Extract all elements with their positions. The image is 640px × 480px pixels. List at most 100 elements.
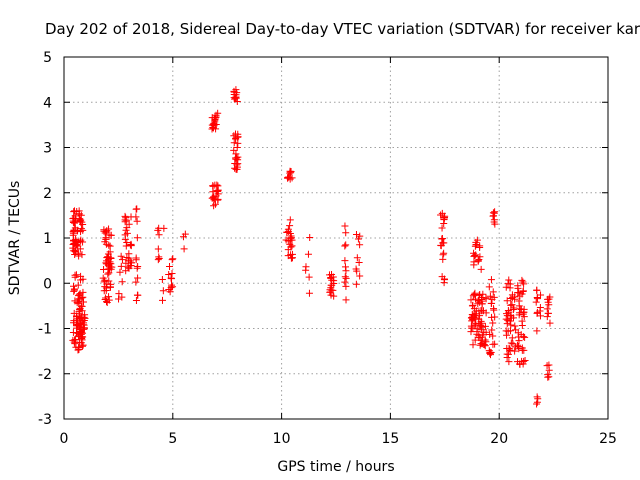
data-point bbox=[104, 270, 112, 278]
data-point bbox=[71, 212, 79, 220]
data-point bbox=[482, 338, 490, 346]
data-point bbox=[478, 322, 486, 330]
data-point bbox=[515, 345, 523, 353]
data-point bbox=[341, 257, 349, 265]
data-point bbox=[532, 298, 540, 306]
data-point bbox=[125, 264, 133, 272]
data-point bbox=[544, 373, 552, 381]
data-point bbox=[132, 205, 140, 213]
data-point bbox=[533, 327, 541, 335]
data-point bbox=[115, 290, 123, 298]
data-point bbox=[509, 340, 517, 348]
data-point bbox=[99, 274, 107, 282]
data-point bbox=[491, 208, 499, 216]
data-point bbox=[105, 231, 113, 239]
data-point bbox=[302, 263, 310, 271]
data-point bbox=[169, 283, 177, 291]
data-point bbox=[515, 311, 523, 319]
y-tick-label: -1 bbox=[38, 322, 52, 338]
data-point bbox=[511, 322, 519, 330]
data-point bbox=[154, 245, 162, 253]
data-point bbox=[517, 305, 525, 313]
y-axis-label: SDTVAR / TECUs bbox=[7, 181, 23, 296]
data-point bbox=[69, 336, 77, 344]
data-point bbox=[356, 272, 364, 280]
data-point bbox=[342, 229, 350, 237]
data-point bbox=[121, 212, 129, 220]
data-point bbox=[511, 347, 519, 355]
data-point bbox=[123, 229, 131, 237]
data-point bbox=[230, 132, 238, 140]
data-point bbox=[342, 282, 350, 290]
y-axis-ticks: -3 -2 -1 0 1 2 3 4 5 bbox=[38, 50, 608, 428]
data-point bbox=[486, 349, 494, 357]
data-point bbox=[79, 238, 87, 246]
data-point bbox=[126, 241, 134, 249]
data-point bbox=[107, 255, 115, 263]
data-point bbox=[472, 307, 480, 315]
data-point bbox=[510, 314, 518, 322]
data-point bbox=[117, 262, 125, 270]
data-point bbox=[133, 291, 141, 299]
data-point bbox=[158, 275, 166, 283]
data-point bbox=[79, 342, 87, 350]
data-point bbox=[354, 235, 362, 243]
data-point bbox=[70, 239, 78, 247]
data-point bbox=[472, 240, 480, 248]
data-point bbox=[521, 356, 529, 364]
data-point bbox=[474, 257, 482, 265]
data-point bbox=[504, 280, 512, 288]
data-point bbox=[284, 174, 292, 182]
data-point bbox=[471, 242, 479, 250]
data-point bbox=[485, 283, 493, 291]
data-point bbox=[482, 309, 490, 317]
data-point bbox=[502, 327, 510, 335]
data-point bbox=[475, 334, 483, 342]
data-point bbox=[476, 341, 484, 349]
data-point bbox=[181, 230, 189, 238]
data-point bbox=[477, 265, 485, 273]
data-point bbox=[209, 182, 217, 190]
data-point bbox=[118, 293, 126, 301]
data-point bbox=[468, 324, 476, 332]
data-point bbox=[486, 351, 494, 359]
data-point bbox=[72, 238, 80, 246]
data-point bbox=[520, 280, 528, 288]
data-point bbox=[230, 146, 238, 154]
data-point bbox=[520, 357, 528, 365]
data-point bbox=[341, 278, 349, 286]
data-point bbox=[214, 109, 222, 117]
data-point bbox=[507, 295, 515, 303]
data-point bbox=[482, 294, 490, 302]
data-point bbox=[506, 345, 514, 353]
data-point bbox=[536, 304, 544, 312]
data-point bbox=[123, 224, 131, 232]
y-tick-label: 4 bbox=[43, 95, 52, 111]
data-point bbox=[502, 310, 510, 318]
data-point bbox=[356, 232, 364, 240]
data-point bbox=[283, 228, 291, 236]
data-point bbox=[105, 296, 113, 304]
data-point bbox=[210, 119, 218, 127]
data-point bbox=[210, 202, 218, 210]
data-point bbox=[233, 163, 241, 171]
data-point bbox=[79, 333, 87, 341]
chart-title: Day 202 of 2018, Sidereal Day-to-day VTE… bbox=[45, 20, 640, 38]
data-point bbox=[440, 275, 448, 283]
data-point bbox=[543, 313, 551, 321]
data-point bbox=[488, 299, 496, 307]
data-point bbox=[505, 276, 513, 284]
data-point bbox=[518, 346, 526, 354]
data-point bbox=[166, 262, 174, 270]
data-point bbox=[515, 302, 523, 310]
data-point bbox=[471, 336, 479, 344]
data-point bbox=[107, 265, 115, 273]
data-point bbox=[490, 212, 498, 220]
data-point bbox=[352, 231, 360, 239]
data-point bbox=[341, 222, 349, 230]
data-point bbox=[480, 328, 488, 336]
data-point bbox=[481, 336, 489, 344]
data-point bbox=[515, 337, 523, 345]
data-point bbox=[233, 143, 241, 151]
